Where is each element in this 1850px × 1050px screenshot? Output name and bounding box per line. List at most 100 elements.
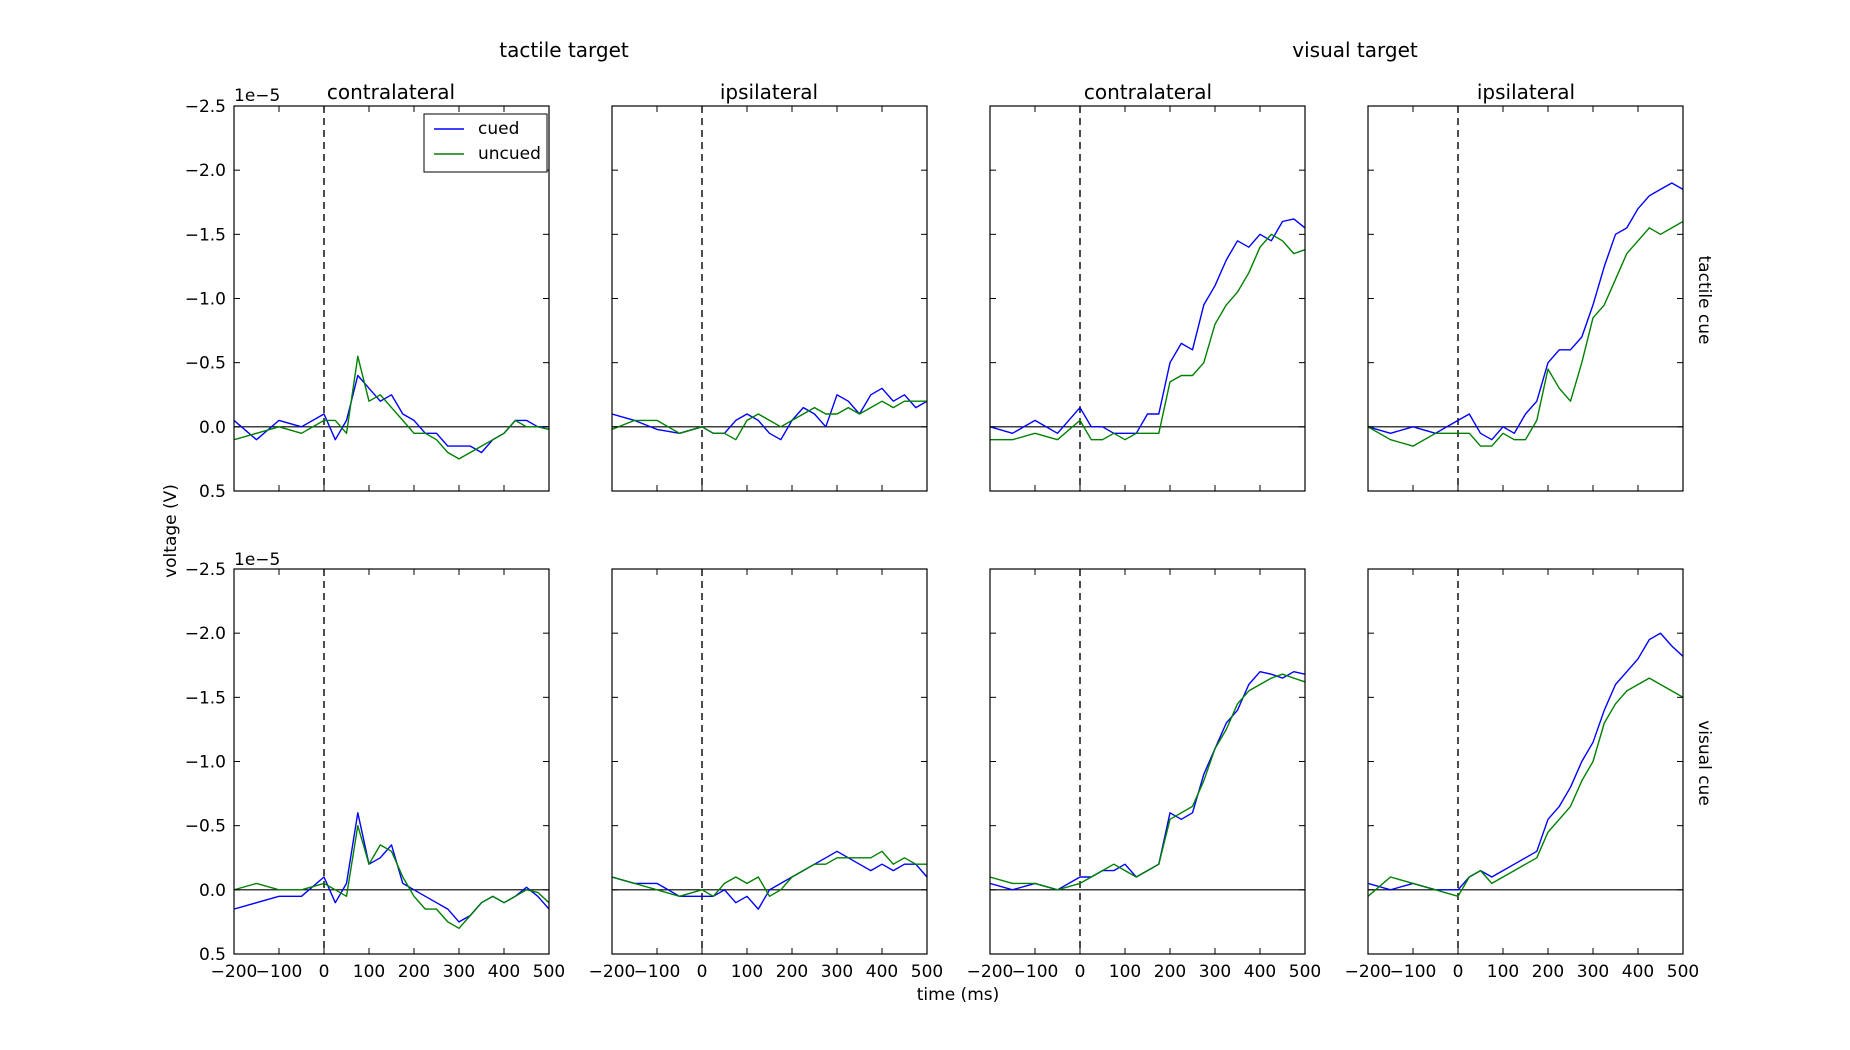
panel-r1-c1-series	[234, 355, 549, 460]
row-label-tactile-cue: tactile cue	[1694, 256, 1714, 345]
panel-r1-c2-series-cued	[612, 387, 927, 441]
panel-r1-c3-series	[990, 218, 1305, 441]
panel-r2-c3-xtick-label: 500	[1289, 962, 1321, 982]
column-title-contralateral-1: contralateral	[327, 80, 455, 104]
panel-r1-c1-ytick-label: −2.0	[185, 161, 226, 181]
panel-r1-c3	[989, 105, 1306, 492]
panel-r2-c3-xtick-label: −100	[1012, 962, 1059, 982]
y-axis-label: voltage (V)	[161, 484, 181, 578]
panel-r2-c1-ytick-label: −1.0	[185, 753, 226, 773]
panel-r2-c1-ytick-label: −0.5	[185, 817, 226, 837]
panel-r2-c4-xtick-label: 200	[1532, 962, 1564, 982]
panel-r2-c3-frame	[989, 568, 1306, 955]
panel-r2-c3-xtick-label: 0	[1075, 962, 1086, 982]
panel-r2-c1: −200−100 0 100 200 300 400 500 −2.5 −2.0 −1.5 −1.0…	[185, 560, 566, 982]
panel-r1-c2	[611, 105, 928, 492]
panel-r2-c4-series	[1368, 632, 1683, 897]
panel-r1-c2-series	[612, 387, 927, 441]
figure-text-layer: tactile target visual target contralater…	[161, 38, 1714, 1005]
panel-r2-c1-xtick-label: 500	[533, 962, 565, 982]
panel-r2-c1-xtick-label: −100	[256, 962, 303, 982]
panel-r1-c1-ytick-label: 0.5	[199, 482, 226, 502]
panel-r2-c3: −200−100 0 100 200 300 400 500	[967, 568, 1321, 982]
panel-r2-c1-xtick-label: 200	[398, 962, 430, 982]
y-offset-text-row-2: 1e−5	[234, 550, 280, 570]
panel-r2-c1-series-uncued	[234, 825, 549, 929]
panel-r1-c3-series-cued	[990, 218, 1305, 434]
panel-r2-c3-series	[990, 671, 1305, 891]
panel-r1-c4-series-uncued	[1368, 220, 1683, 447]
panel-r1-c1-ytick-label: −1.0	[185, 290, 226, 310]
panel-r2-c2-series-cued	[612, 850, 927, 910]
panel-r2-c2-xtick-label: 0	[697, 962, 708, 982]
column-title-contralateral-2: contralateral	[1084, 80, 1212, 104]
panel-r1-c4	[1367, 105, 1684, 492]
panel-r2-c4-xtick-label: 0	[1453, 962, 1464, 982]
y-offset-text-row-1: 1e−5	[234, 86, 280, 106]
group-title-visual-target: visual target	[1292, 38, 1418, 62]
panel-r1-c1: −2.5 −2.0 −1.5 −1.0 −0.5 0.0 0.5 cued uncued	[185, 97, 550, 502]
column-title-ipsilateral-1: ipsilateral	[720, 80, 818, 104]
panel-r1-c4-series	[1368, 182, 1683, 447]
panel-r2-c2-series-uncued	[612, 850, 927, 897]
column-title-ipsilateral-2: ipsilateral	[1477, 80, 1575, 104]
panel-r1-c2-series-uncued	[612, 400, 927, 441]
group-title-tactile-target: tactile target	[499, 38, 629, 62]
panel-r2-c4-xtick-label: 100	[1487, 962, 1519, 982]
panel-r1-c1-series-cued	[234, 374, 549, 454]
row-label-visual-cue: visual cue	[1694, 720, 1714, 806]
legend-frame	[423, 113, 548, 173]
panel-r2-c2-xtick-label: 500	[911, 962, 943, 982]
panel-r2-c2-xtick-label: −100	[634, 962, 681, 982]
panel-r2-c1-xtick-label: 300	[443, 962, 475, 982]
panel-r2-c1-xtick-label: −200	[211, 962, 258, 982]
panel-r1-c1-ytick-label: −0.5	[185, 354, 226, 374]
panel-r2-c2-xtick-label: 400	[866, 962, 898, 982]
panel-r2-c3-xtick-label: 400	[1244, 962, 1276, 982]
panel-r2-c2-xtick-label: −200	[589, 962, 636, 982]
panel-r2-c2-series	[612, 850, 927, 910]
panel-r2-c4-xtick-label: −200	[1345, 962, 1392, 982]
panel-r1-c4-frame	[1367, 105, 1684, 492]
panel-r2-c1-series-cued	[234, 812, 549, 923]
panel-r1-c4-series-cued	[1368, 182, 1683, 441]
panel-r2-c1-series	[234, 812, 549, 929]
panel-r2-c3-xtick-label: 300	[1199, 962, 1231, 982]
panel-r2-c1-xtick-label: 0	[319, 962, 330, 982]
panel-r1-c1-series-uncued	[234, 355, 549, 460]
panel-r2-c1-ytick-label: −2.5	[185, 560, 226, 580]
panel-r2-c4-series-uncued	[1368, 677, 1683, 897]
legend: cued uncued	[423, 113, 548, 173]
panel-r1-c1-ytick-label: −1.5	[185, 225, 226, 245]
panel-r2-c1-xtick-label: 100	[353, 962, 385, 982]
panel-r2-c4-xtick-label: −100	[1390, 962, 1437, 982]
panel-r1-c3-series-uncued	[990, 233, 1305, 441]
panel-r1-c1-ytick-label: 0.0	[199, 418, 226, 438]
panel-r2-c4-xtick-label: 300	[1577, 962, 1609, 982]
panel-r2-c4-frame	[1367, 568, 1684, 955]
legend-label-cued: cued	[478, 119, 519, 139]
panel-r2-c3-series-cued	[990, 671, 1305, 891]
panel-r2-c2-xtick-label: 200	[776, 962, 808, 982]
panel-r2-c4-series-cued	[1368, 632, 1683, 891]
panel-r2-c2-xtick-label: 300	[821, 962, 853, 982]
panel-r2-c3-xtick-label: −200	[967, 962, 1014, 982]
panels-layer: −2.5 −2.0 −1.5 −1.0 −0.5 0.0 0.5 cued uncued −200…	[185, 97, 1700, 982]
panel-r2-c1-ytick-label: −1.5	[185, 688, 226, 708]
panel-r2-c1-ytick-label: 0.5	[199, 945, 226, 965]
panel-r2-c1-xtick-label: 400	[488, 962, 520, 982]
panel-r2-c2-xtick-label: 100	[731, 962, 763, 982]
panel-r2-c3-xtick-label: 100	[1109, 962, 1141, 982]
panel-r2-c4-xtick-label: 500	[1667, 962, 1699, 982]
panel-r2-c2: −200−100 0 100 200 300 400 500	[589, 568, 943, 982]
panel-r2-c1-ytick-label: 0.0	[199, 881, 226, 901]
legend-label-uncued: uncued	[478, 144, 541, 164]
panel-r1-c1-ytick-label: −2.5	[185, 97, 226, 117]
panel-r2-c4: −200−100 0 100 200 300 400 500	[1345, 568, 1699, 982]
x-axis-label: time (ms)	[917, 985, 1000, 1005]
panel-r2-c3-series-uncued	[990, 673, 1305, 891]
panel-r2-c4-xtick-label: 400	[1622, 962, 1654, 982]
panel-r2-c3-xtick-label: 200	[1154, 962, 1186, 982]
panel-r2-c1-ytick-label: −2.0	[185, 624, 226, 644]
